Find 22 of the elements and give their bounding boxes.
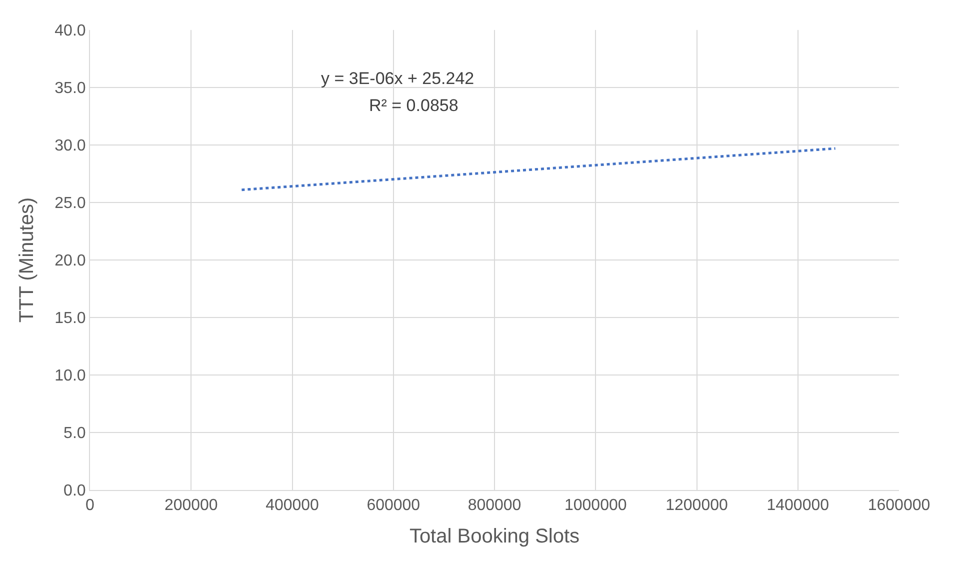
x-tick-label: 600000 xyxy=(366,497,420,514)
x-tick-label: 400000 xyxy=(266,497,320,514)
y-tick-label: 15.0 xyxy=(54,310,86,328)
x-tick-label: 800000 xyxy=(468,497,522,514)
x-axis-title: Total Booking Slots xyxy=(409,526,580,548)
y-axis-title: TTT (Minutes) xyxy=(16,197,38,323)
y-tick-label: 10.0 xyxy=(54,368,86,385)
x-tick-label: 1200000 xyxy=(666,497,728,514)
y-tick-label: 40.0 xyxy=(54,22,86,40)
y-tick-label: 5.0 xyxy=(64,425,86,442)
y-tick-label: 20.0 xyxy=(54,252,86,270)
annotation: R² = 0.0858 xyxy=(369,96,458,115)
x-tick-label: 1600000 xyxy=(868,497,930,514)
y-tick-label: 25.0 xyxy=(54,195,86,212)
x-tick-label: 200000 xyxy=(164,497,218,514)
y-tick-label: 0.0 xyxy=(64,482,86,500)
x-tick-label: 1400000 xyxy=(766,497,830,514)
x-tick-label: 1000000 xyxy=(564,497,627,514)
y-tick-label: 30.0 xyxy=(54,138,86,155)
y-tick-label: 35.0 xyxy=(54,80,86,98)
x-tick-label: 0 xyxy=(86,497,95,514)
annotation: y = 3E-06x + 25.242 xyxy=(321,69,474,88)
